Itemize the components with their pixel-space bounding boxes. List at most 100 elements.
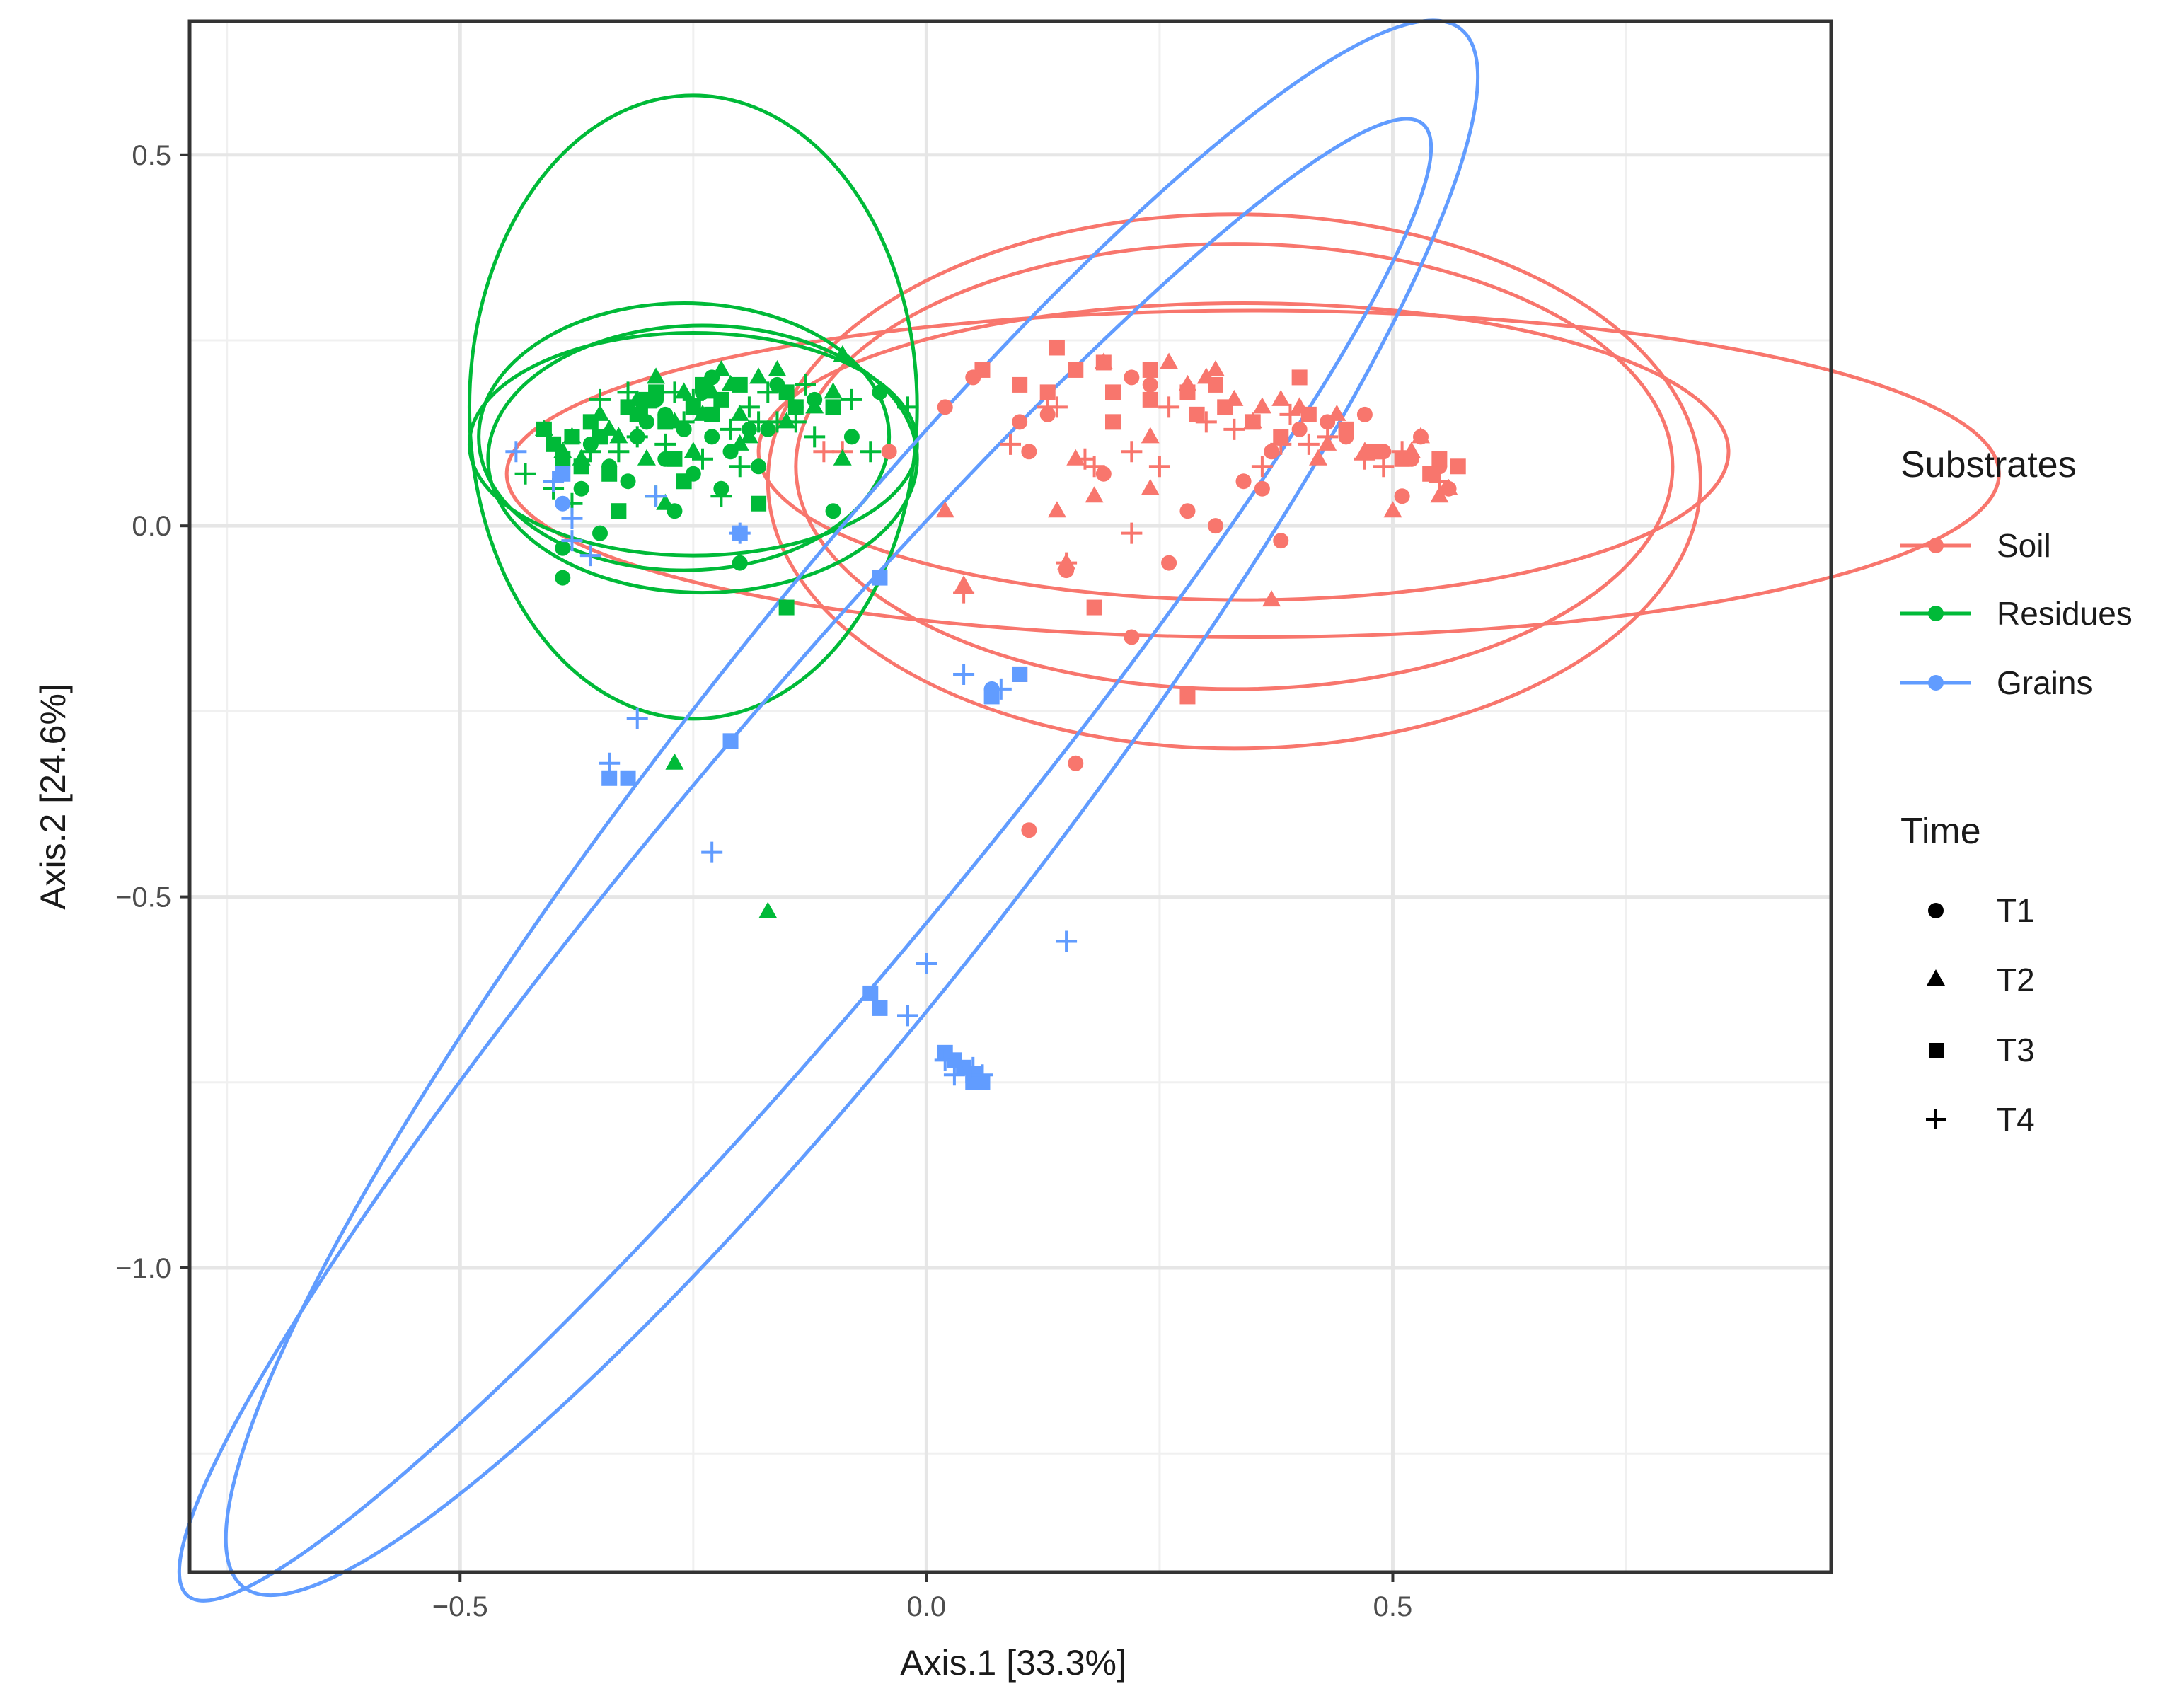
- point-square: [611, 503, 627, 519]
- point-triangle: [1066, 449, 1085, 466]
- point-plus: [943, 1064, 965, 1086]
- point-circle: [1124, 369, 1140, 386]
- point-plus: [626, 426, 648, 448]
- point-square: [1105, 384, 1121, 400]
- point-triangle: [674, 382, 693, 399]
- point-plus: [608, 441, 630, 463]
- point-plus: [1056, 552, 1078, 574]
- legend-label-t2: T2: [1997, 962, 2035, 998]
- series-residues-t3: [536, 376, 841, 616]
- point-square: [657, 414, 674, 430]
- point-circle: [1273, 533, 1289, 549]
- point-triangle: [1141, 427, 1160, 444]
- point-square: [629, 406, 645, 422]
- point-circle: [1068, 755, 1084, 771]
- point-plus: [1056, 930, 1078, 952]
- point-square: [965, 1074, 981, 1090]
- point-triangle: [805, 397, 824, 414]
- series-soil-t4: [813, 396, 1450, 604]
- point-plus: [1317, 426, 1339, 448]
- point-triangle: [1412, 427, 1430, 444]
- point-plus: [729, 522, 751, 544]
- point-plus: [505, 441, 527, 463]
- point-circle: [825, 503, 841, 519]
- point-plus: [897, 396, 918, 418]
- point-plus: [599, 752, 621, 774]
- point-plus: [813, 441, 835, 463]
- point-triangle: [1309, 449, 1327, 466]
- point-triangle: [1327, 404, 1346, 421]
- point-circle: [1235, 473, 1252, 490]
- x-tick-label: 0.0: [907, 1591, 947, 1622]
- point-triangle: [637, 449, 656, 466]
- point-triangle: [730, 404, 749, 421]
- point-plus: [635, 396, 657, 418]
- x-tick-label: −0.5: [432, 1591, 488, 1622]
- point-circle: [760, 421, 776, 437]
- point-circle: [937, 399, 953, 415]
- point-circle: [1142, 376, 1158, 393]
- point-triangle: [749, 367, 768, 384]
- point-circle: [1021, 444, 1037, 460]
- point-square: [1291, 369, 1308, 386]
- point-square: [555, 451, 571, 467]
- point-plus: [953, 663, 975, 685]
- point-plus: [1223, 418, 1245, 440]
- point-plus: [710, 485, 732, 507]
- ellipse-residues-t3: [477, 301, 892, 572]
- legend-label-grains: Grains: [1997, 664, 2092, 701]
- point-square: [601, 466, 618, 482]
- series-soil-t3: [974, 340, 1466, 705]
- point-triangle: [1262, 590, 1281, 607]
- point-circle: [1254, 480, 1270, 497]
- legend-label-t1: T1: [1997, 892, 2035, 929]
- point-plus: [757, 381, 779, 403]
- point-plus: [1298, 433, 1320, 455]
- ellipse-residues-t4: [486, 323, 919, 595]
- point-circle: [573, 480, 589, 497]
- point-plus: [1083, 456, 1105, 478]
- point-plus: [934, 1049, 956, 1071]
- point-square: [555, 466, 571, 482]
- point-circle: [1356, 406, 1373, 422]
- point-circle: [620, 473, 636, 490]
- point-square: [1142, 391, 1158, 408]
- point-triangle: [1085, 486, 1104, 503]
- ellipse-soil-t4: [504, 308, 2001, 640]
- x-axis-title: Axis.1 [33.3%]: [900, 1643, 1126, 1683]
- point-square: [1208, 376, 1223, 393]
- point-circle: [872, 384, 888, 400]
- legend-label-t3: T3: [1997, 1032, 2035, 1068]
- point-plus: [841, 388, 862, 410]
- point-triangle: [1047, 501, 1066, 518]
- legend-item-t4: T4: [1926, 1101, 2035, 1138]
- point-circle: [1264, 444, 1280, 460]
- legend-residues-dot: [1928, 606, 1944, 621]
- point-square: [1245, 414, 1261, 430]
- point-plus: [971, 1064, 993, 1086]
- point-circle: [881, 444, 897, 460]
- point-square: [620, 770, 636, 786]
- point-circle: [1095, 466, 1112, 482]
- legend-title-substrates: Substrates: [1900, 444, 2077, 485]
- point-triangle: [1252, 397, 1271, 414]
- point-triangle: [1271, 389, 1291, 406]
- point-plus: [1279, 403, 1301, 425]
- point-plus: [795, 374, 816, 396]
- point-square: [1179, 688, 1196, 705]
- point-circle: [751, 458, 767, 475]
- point-triangle: [1206, 359, 1225, 376]
- point-square: [564, 429, 580, 445]
- point-plus: [897, 1005, 918, 1027]
- legend-square-icon: [1929, 1043, 1944, 1058]
- point-circle: [1012, 414, 1028, 430]
- point-plus: [785, 411, 807, 433]
- point-square: [983, 688, 1000, 705]
- x-tick-label: 0.5: [1373, 1591, 1413, 1622]
- point-triangle: [665, 753, 684, 770]
- point-circle: [1394, 488, 1410, 504]
- confidence-ellipses: [177, 18, 2001, 1603]
- point-square: [1431, 451, 1448, 467]
- point-triangle: [1439, 478, 1458, 495]
- point-triangle: [739, 427, 758, 444]
